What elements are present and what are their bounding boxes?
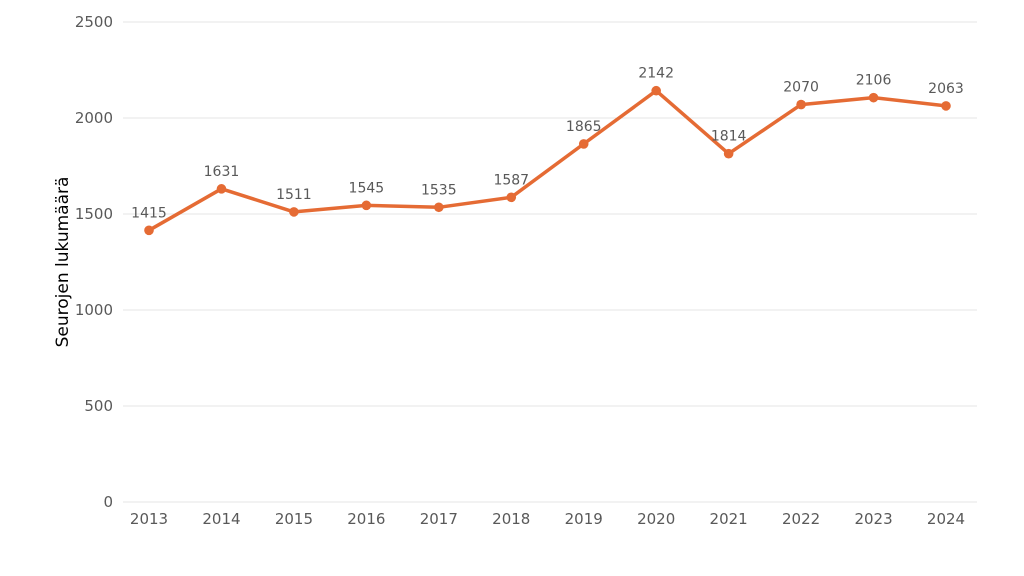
data-point [941,101,951,111]
data-point [144,225,154,236]
y-tick-label: 2000 [75,109,113,127]
data-label: 2070 [783,80,819,96]
x-tick-label: 2017 [420,510,458,528]
data-point [868,92,879,103]
data-labels: 1415 1631 1511 1545 1535 1587 1865 2142 1814 2070… [131,66,964,222]
data-point [361,200,372,211]
data-point [723,148,734,159]
data-label: 1814 [711,129,747,145]
data-label: 1587 [493,172,529,188]
x-tick-label: 2019 [565,510,603,528]
series-line-layer [147,88,948,233]
y-tick-label: 2500 [75,13,113,31]
gridlines [123,21,977,503]
x-tick-label: 2018 [492,510,530,528]
x-tick-label: 2023 [854,510,892,528]
data-point [434,202,444,213]
data-label: 2142 [638,66,674,82]
data-label: 1511 [276,187,312,203]
data-points [144,85,951,236]
data-point [506,192,517,203]
data-point [651,85,661,96]
x-tick-label: 2015 [275,510,313,528]
x-tick-label: 2021 [710,510,748,528]
y-tick-label: 1000 [75,301,113,319]
x-tick-label: 2020 [637,510,675,528]
data-label: 2063 [928,81,964,97]
data-label: 1535 [421,182,457,198]
data-point [216,184,227,194]
data-label: 1631 [204,164,240,180]
data-point [578,139,589,149]
series-line [147,88,948,233]
x-tick-label: 2024 [927,510,965,528]
y-tick-label: 500 [84,397,113,415]
data-point [289,207,299,217]
x-tick-label: 2016 [347,510,385,528]
y-tick-label: 1500 [75,205,113,223]
x-axis-ticks: 2013 2014 2015 2016 2017 2018 2019 2020 2021 2022… [130,510,965,528]
data-point [796,99,806,110]
y-axis-title: Seurojen lukumäärä [53,177,73,348]
x-tick-label: 2022 [782,510,820,528]
data-label: 1545 [349,180,385,196]
data-label: 1865 [566,119,602,135]
y-tick-label: 0 [103,493,113,511]
x-tick-label: 2014 [202,510,240,528]
y-axis-ticks: 0 500 1000 1500 2000 2500 [75,13,113,511]
data-label: 2106 [856,73,892,89]
x-tick-label: 2013 [130,510,168,528]
data-label: 1415 [131,205,167,221]
